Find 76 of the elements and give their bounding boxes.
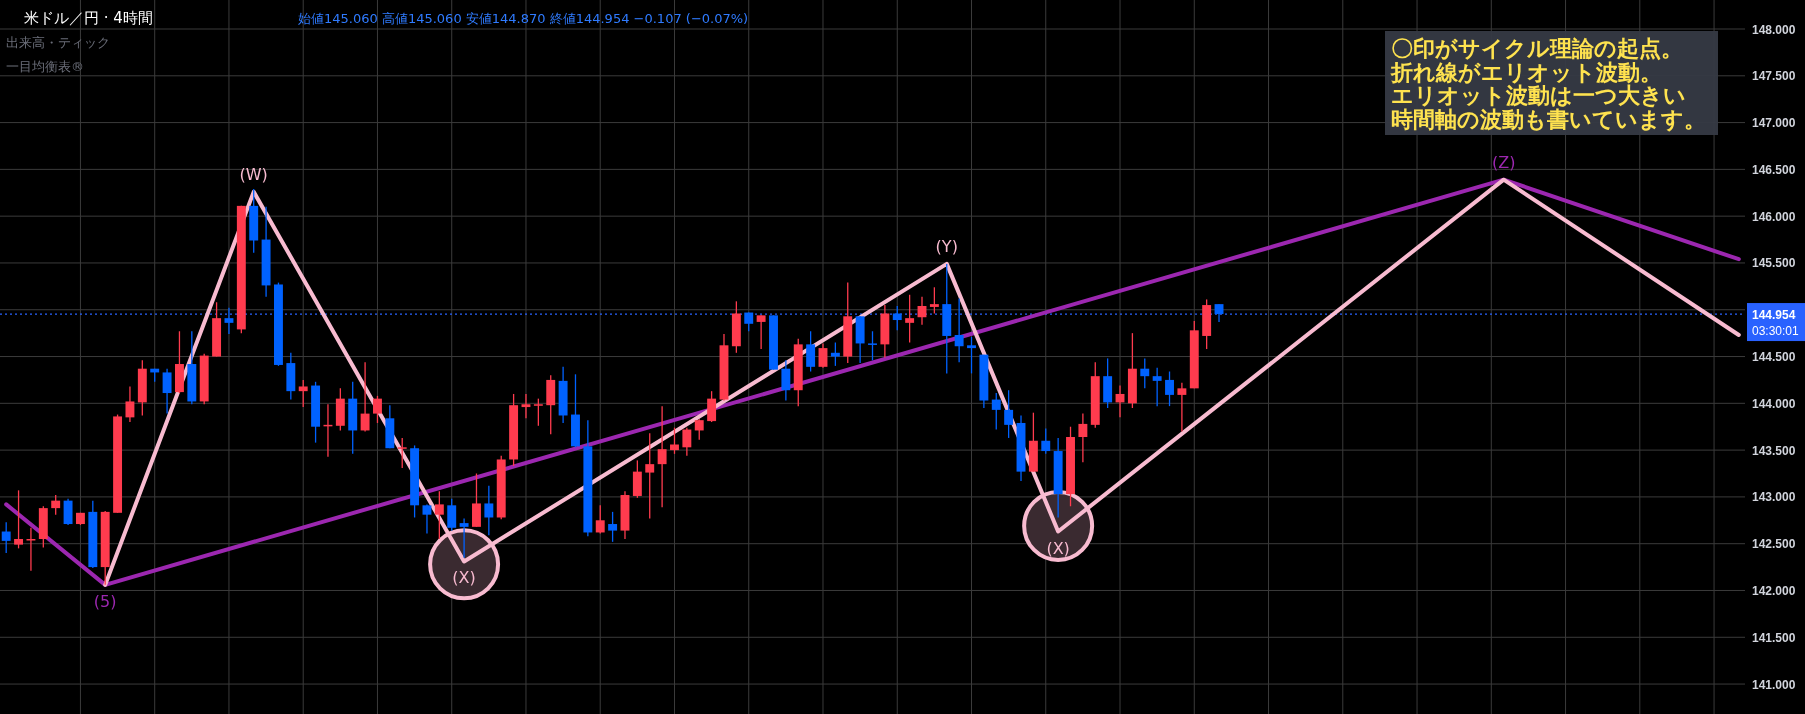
candlestick — [434, 490, 444, 540]
candlestick — [51, 494, 61, 516]
candlestick — [991, 392, 1001, 431]
candlestick — [1, 521, 11, 554]
candlestick — [298, 379, 308, 408]
annotation: (X) — [452, 568, 476, 588]
y-tick-label: 141.000 — [1752, 677, 1796, 692]
annotation: 始値145.060 高値145.060 安値144.870 終値144.954 −0.107 (−0.07%) — [298, 11, 749, 26]
y-tick-label: 142.500 — [1752, 537, 1796, 552]
candlestick — [756, 314, 766, 350]
candlestick — [14, 489, 24, 550]
candlestick — [1165, 370, 1174, 407]
annotation: (W) — [239, 164, 268, 184]
candlestick — [892, 305, 902, 331]
candlestick — [670, 427, 679, 455]
candlestick — [224, 307, 234, 335]
candlestick — [373, 395, 382, 424]
y-tick-label: 143.000 — [1752, 490, 1796, 505]
text: 米ドル／円 · 4時間 — [24, 9, 153, 27]
candlestick — [447, 498, 457, 532]
candlestick — [645, 432, 655, 520]
candlestick — [459, 517, 469, 559]
annotation: (X) — [1046, 538, 1070, 558]
y-tick-label: 144.000 — [1752, 396, 1796, 411]
annotation: 折れ線がエリオット波動。 — [1390, 59, 1662, 85]
candlestick — [707, 390, 717, 423]
text: 03:30:01 — [1752, 324, 1800, 339]
candlestick — [1004, 389, 1014, 439]
candlestick — [868, 330, 877, 361]
candlestick — [63, 498, 73, 526]
candlestick — [929, 286, 939, 315]
annotation: (Z) — [1491, 152, 1516, 172]
candlestick — [682, 427, 692, 457]
candlestick — [162, 368, 172, 415]
annotation: エリオット波動は一つ大きい — [1391, 83, 1686, 108]
candlestick — [781, 359, 791, 402]
y-tick-label: 141.500 — [1752, 630, 1796, 645]
candlestick — [422, 503, 432, 535]
candlestick — [484, 485, 494, 536]
candlestick — [954, 297, 964, 363]
annotation: 一目均衡表® — [6, 59, 84, 74]
candlestick — [967, 336, 976, 375]
candlestick — [608, 511, 618, 543]
annotation: (Y) — [935, 236, 958, 256]
annotation: 出来高・ティック — [6, 35, 110, 50]
candlestick — [533, 397, 543, 427]
candlestick — [1078, 412, 1088, 463]
ref-line-label: 144.954 — [1752, 307, 1796, 322]
candlestick — [26, 527, 36, 572]
annotation: (5) — [93, 591, 117, 611]
candlestick — [905, 294, 915, 344]
candlestick — [360, 361, 370, 433]
y-tick-label: 144.500 — [1752, 350, 1796, 365]
candlestick — [1152, 367, 1162, 407]
y-tick-label: 147.000 — [1752, 116, 1796, 131]
y-tick-label: 146.500 — [1752, 162, 1796, 177]
candlestick — [657, 405, 667, 508]
candlestick — [818, 342, 828, 369]
y-tick-label: 145.500 — [1752, 256, 1796, 271]
candlestick — [472, 472, 481, 528]
y-tick-label: 146.000 — [1752, 209, 1796, 224]
candlestick — [1177, 382, 1187, 433]
candlestick — [830, 341, 840, 367]
y-tick-label: 142.000 — [1752, 583, 1796, 598]
candlestick — [1041, 427, 1051, 455]
candlestick — [694, 418, 704, 441]
candlestick — [397, 437, 407, 469]
candlestick — [521, 393, 531, 419]
annotation: 〇印がサイクル理論の起点。 — [1391, 36, 1683, 61]
candlestick — [125, 385, 135, 423]
candlestick — [595, 504, 605, 535]
y-tick-label: 143.500 — [1752, 443, 1796, 458]
candlestick — [1140, 357, 1150, 389]
candlestick — [806, 330, 816, 373]
y-tick-label: 148.000 — [1752, 22, 1796, 37]
y-tick-label: 147.500 — [1752, 69, 1796, 84]
